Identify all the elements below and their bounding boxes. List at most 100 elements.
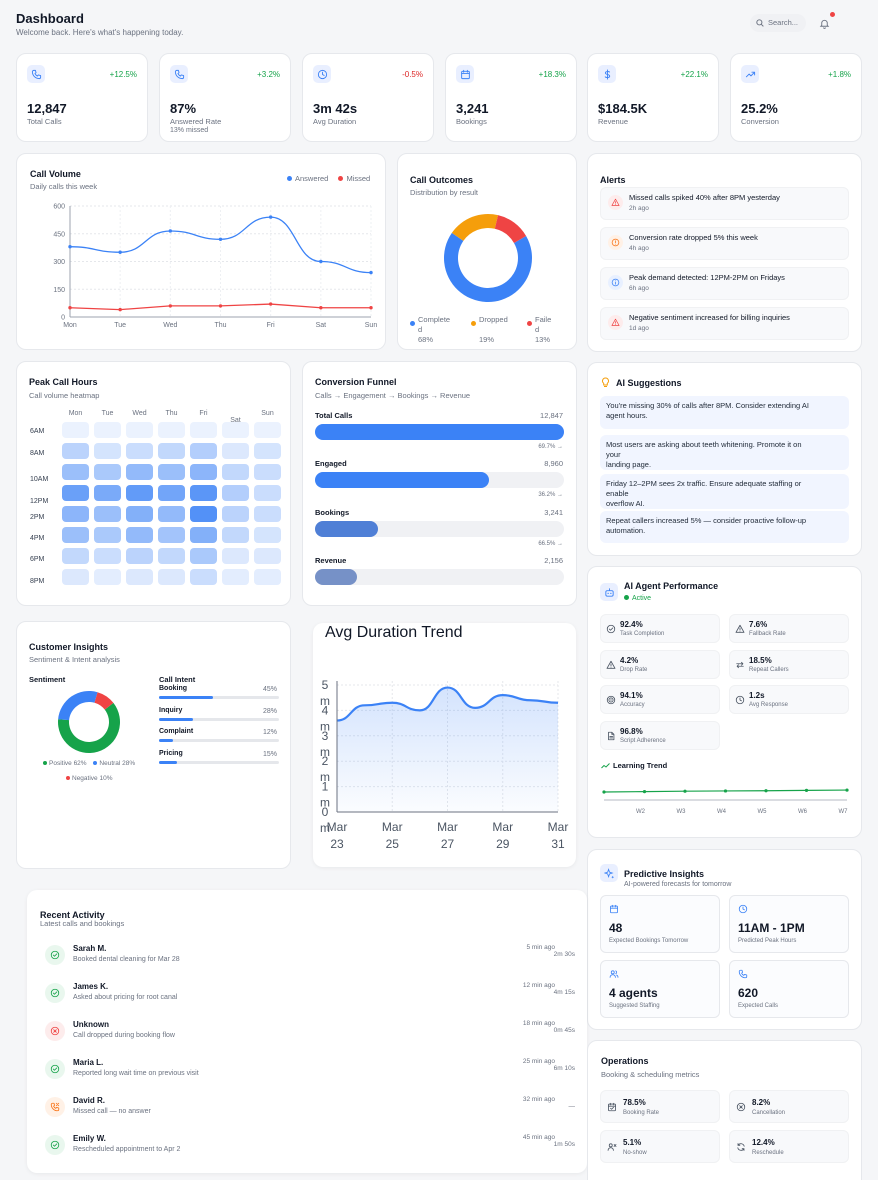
- customer-insights-subtitle: Sentiment & Intent analysis: [29, 655, 120, 664]
- heatmap-cell[interactable]: [158, 485, 185, 501]
- suggestion-text: Most users are asking about teeth whiten…: [606, 440, 802, 449]
- heatmap-cell[interactable]: [254, 464, 281, 480]
- heatmap-cell[interactable]: [158, 569, 185, 585]
- heatmap-cell[interactable]: [222, 464, 249, 480]
- heatmap-cell[interactable]: [94, 506, 121, 522]
- activity-row[interactable]: Maria L. Reported long wait time on previ…: [45, 1055, 575, 1091]
- heatmap-cell[interactable]: [62, 443, 89, 459]
- heatmap-cell[interactable]: [190, 569, 217, 585]
- operations-metric-value: 8.2%: [752, 1098, 771, 1107]
- outcome-slice-dropped: [451, 214, 499, 241]
- heatmap-cell[interactable]: [62, 527, 89, 543]
- legend-label: Complete: [418, 315, 451, 324]
- suggestion-item[interactable]: Most users are asking about teeth whiten…: [600, 435, 849, 470]
- heatmap-cell[interactable]: [94, 443, 121, 459]
- heatmap-cell[interactable]: [94, 527, 121, 543]
- heatmap-cell[interactable]: [94, 422, 121, 438]
- activity-row[interactable]: Emily W. Rescheduled appointment to Apr 2…: [45, 1131, 575, 1167]
- funnel-bar[interactable]: [315, 569, 357, 585]
- heatmap-cell[interactable]: [190, 548, 217, 564]
- activity-row[interactable]: Sarah M. Booked dental cleaning for Mar 2…: [45, 941, 575, 977]
- heatmap-cell[interactable]: [126, 485, 153, 501]
- heatmap-cell[interactable]: [222, 422, 249, 438]
- phone-missed-icon: [50, 1102, 60, 1112]
- check-circle-icon: [50, 988, 60, 998]
- heatmap-cell[interactable]: [126, 569, 153, 585]
- suggestion-item[interactable]: You're missing 30% of calls after 8PM. C…: [600, 396, 849, 429]
- heatmap-cell[interactable]: [62, 506, 89, 522]
- kpi-delta: -0.5%: [402, 70, 423, 79]
- suggestion-text: landing page.: [606, 460, 652, 469]
- heatmap-cell[interactable]: [126, 422, 153, 438]
- heatmap-cell[interactable]: [126, 464, 153, 480]
- heatmap-cell[interactable]: [254, 422, 281, 438]
- funnel-title: Conversion Funnel: [315, 377, 397, 387]
- activity-row[interactable]: Unknown Call dropped during booking flow 1…: [45, 1017, 575, 1053]
- heatmap-cell[interactable]: [158, 443, 185, 459]
- heatmap-cell[interactable]: [126, 506, 153, 522]
- heatmap-cell[interactable]: [158, 506, 185, 522]
- funnel-bar[interactable]: [315, 424, 564, 440]
- alert-item[interactable]: Missed calls spiked 40% after 8PM yester…: [600, 187, 849, 220]
- intent-bar: [159, 761, 177, 764]
- peak-hours-card: Peak Call Hours Call volume heatmap Mon T…: [16, 361, 291, 606]
- heatmap-cell[interactable]: [254, 506, 281, 522]
- suggestion-item[interactable]: Friday 12–2PM sees 2x traffic. Ensure ad…: [600, 474, 849, 509]
- intent-bar: [159, 718, 193, 721]
- heatmap-cell[interactable]: [222, 506, 249, 522]
- recent-activity-subtitle: Latest calls and bookings: [40, 919, 125, 928]
- heatmap-cell[interactable]: [222, 443, 249, 459]
- heatmap-cell[interactable]: [62, 569, 89, 585]
- funnel-bar[interactable]: [315, 521, 378, 537]
- alert-item[interactable]: Conversion rate dropped 5% this week 4h a…: [600, 227, 849, 260]
- heatmap-cell[interactable]: [190, 506, 217, 522]
- heatmap-cell[interactable]: [222, 527, 249, 543]
- heatmap-cell[interactable]: [254, 569, 281, 585]
- kpi-card: +1.8% 25.2% Conversion: [730, 53, 862, 142]
- heatmap-cell[interactable]: [158, 548, 185, 564]
- heatmap-cell[interactable]: [190, 443, 217, 459]
- funnel-bar[interactable]: [315, 472, 489, 488]
- heatmap-cell[interactable]: [94, 569, 121, 585]
- heatmap-cell[interactable]: [126, 548, 153, 564]
- suggestion-item[interactable]: Repeat callers increased 5% — consider p…: [600, 511, 849, 543]
- heatmap-cell[interactable]: [222, 548, 249, 564]
- x-tick-label: Sat: [316, 322, 327, 329]
- heatmap-cell[interactable]: [158, 464, 185, 480]
- heatmap-cell[interactable]: [158, 527, 185, 543]
- heatmap-cell[interactable]: [94, 548, 121, 564]
- funnel-stage-label: Revenue: [315, 556, 347, 565]
- heatmap-cell[interactable]: [190, 527, 217, 543]
- heatmap-cell[interactable]: [190, 422, 217, 438]
- predictive-box: 48 Expected Bookings Tomorrow: [600, 895, 720, 953]
- heatmap-cell[interactable]: [222, 485, 249, 501]
- activity-row[interactable]: David R. Missed call — no answer 32 min ag…: [45, 1093, 575, 1129]
- activity-row[interactable]: James K. Asked about pricing for root can…: [45, 979, 575, 1015]
- heatmap-cell[interactable]: [62, 464, 89, 480]
- heatmap-cell[interactable]: [62, 422, 89, 438]
- notification-bell-button[interactable]: [819, 12, 835, 29]
- heatmap-row-label: 10AM: [30, 476, 49, 483]
- heatmap-cell[interactable]: [254, 548, 281, 564]
- heatmap-cell[interactable]: [254, 527, 281, 543]
- heatmap-cell[interactable]: [126, 443, 153, 459]
- heatmap-cell[interactable]: [190, 464, 217, 480]
- heatmap-cell[interactable]: [254, 485, 281, 501]
- heatmap-cell[interactable]: [190, 485, 217, 501]
- heatmap-cell[interactable]: [62, 548, 89, 564]
- warning-icon: [611, 318, 620, 326]
- agent-metric: 94.1% Accuracy: [600, 685, 720, 714]
- heatmap-cell[interactable]: [126, 527, 153, 543]
- heatmap-cell[interactable]: [62, 485, 89, 501]
- heatmap-cell[interactable]: [222, 569, 249, 585]
- heatmap-cell[interactable]: [94, 485, 121, 501]
- heatmap-cell[interactable]: [94, 464, 121, 480]
- alert-item[interactable]: Negative sentiment increased for billing…: [600, 307, 849, 340]
- agent-status-label: Active: [632, 595, 652, 602]
- heatmap-cell[interactable]: [158, 422, 185, 438]
- search-input[interactable]: Search...: [750, 14, 806, 32]
- heatmap-cell[interactable]: [254, 443, 281, 459]
- operations-metric-label: Reschedule: [752, 1150, 784, 1156]
- kpi-value: 3m 42s: [313, 101, 358, 116]
- alert-item[interactable]: Peak demand detected: 12PM-2PM on Friday…: [600, 267, 849, 300]
